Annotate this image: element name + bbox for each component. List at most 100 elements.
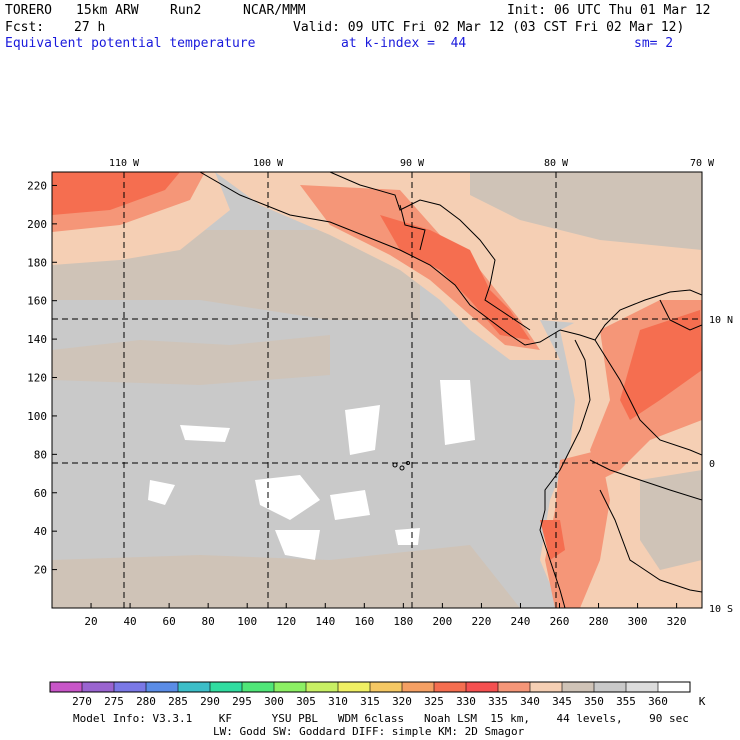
longitude-label: 90 W — [400, 158, 425, 169]
y-tick-label: 60 — [34, 487, 47, 500]
galapagos-island — [399, 465, 405, 471]
colorbar-swatch — [306, 682, 339, 692]
y-tick-label: 140 — [27, 333, 47, 346]
coastlines — [199, 172, 702, 608]
y-tick-label: 160 — [27, 295, 47, 308]
field-tan-band-south — [52, 545, 520, 608]
x-tick-label: 120 — [276, 615, 296, 628]
field-tan-band-mid — [52, 335, 330, 385]
colorbar-swatch — [274, 682, 307, 692]
colorbar-swatch — [466, 682, 499, 692]
colorbar-swatch — [178, 682, 211, 692]
colorbar-level-label: 285 — [168, 695, 188, 708]
colorbar-swatch — [402, 682, 435, 692]
model-info-line: Model Info: V3.3.1 KF YSU PBL WDM 6class… — [73, 712, 689, 725]
colorbar-swatch — [562, 682, 595, 692]
y-tick-label: 200 — [27, 218, 47, 231]
x-tick-label: 320 — [667, 615, 687, 628]
x-tick-label: 300 — [628, 615, 648, 628]
colorbar — [49, 681, 691, 693]
field-tan-caribbean — [470, 172, 702, 250]
colorbar-level-label: 320 — [392, 695, 412, 708]
colorbar-level-label: 280 — [136, 695, 156, 708]
y-tick-label: 120 — [27, 372, 47, 385]
colorbar-swatch — [530, 682, 563, 692]
colorbar-level-label: 325 — [424, 695, 444, 708]
colorbar-level-label: 355 — [616, 695, 636, 708]
lake-maracaibo — [659, 299, 702, 331]
field-red-sa — [620, 310, 702, 420]
field-red-ca — [380, 215, 530, 340]
colorbar-swatch — [50, 682, 83, 692]
colorbar-swatch — [146, 682, 179, 692]
x-tick-label: 140 — [315, 615, 335, 628]
ecuador-peru-border — [589, 459, 702, 501]
latitude-label: 10 N — [709, 315, 733, 326]
model-run: Run2 — [170, 3, 202, 18]
guatemala-border — [399, 204, 426, 251]
field-white-patches — [148, 380, 475, 560]
field-red-nw — [52, 172, 180, 215]
x-tick-label: 80 — [202, 615, 215, 628]
south-america-pacific-coast — [539, 339, 591, 608]
model-name: TORERO — [5, 3, 52, 18]
x-tick-label: 160 — [354, 615, 374, 628]
colorbar-level-label: 350 — [584, 695, 604, 708]
colorbar-level-label: 340 — [520, 695, 540, 708]
colombia-north-coast — [559, 289, 702, 341]
theta-e-field — [52, 172, 702, 608]
level-info: at k-index = 44 — [341, 36, 467, 51]
latitude-labels: 10 N 0 10 S — [709, 315, 733, 615]
colorbar-swatch — [82, 682, 115, 692]
x-axis-ticks: 20 40 60 80 100 120 140 160 180 200 220 240 260 280 30… — [84, 603, 687, 628]
colorbar-swatch — [498, 682, 531, 692]
physics-info-line: LW: Godd SW: Goddard DIFF: simple KM: 2D… — [213, 725, 525, 738]
longitude-labels: 110 W 100 W 90 W 80 W 70 W — [109, 158, 715, 169]
y-tick-label: 80 — [34, 448, 47, 461]
colorbar-swatch — [370, 682, 403, 692]
colorbar-swatch — [338, 682, 371, 692]
colorbar-swatch — [114, 682, 147, 692]
smoothing-info: sm= 2 — [634, 36, 674, 51]
longitude-label: 70 W — [690, 158, 715, 169]
field-tan-band-north — [52, 180, 420, 320]
field-red-peru — [540, 520, 565, 560]
longitude-label: 100 W — [253, 158, 284, 169]
central-america-pacific-coast — [199, 172, 561, 346]
colorbar-level-label: 310 — [328, 695, 348, 708]
x-tick-label: 40 — [123, 615, 136, 628]
colorbar-swatch — [658, 682, 691, 692]
central-america-caribbean-coast — [329, 172, 531, 331]
y-tick-label: 100 — [27, 410, 47, 423]
x-tick-label: 60 — [162, 615, 175, 628]
plot-frame — [51, 171, 703, 609]
x-tick-label: 260 — [550, 615, 570, 628]
y-axis-ticks: 20 40 60 80 100 120 140 160 180 200 220 — [27, 179, 57, 577]
colorbar-swatch — [242, 682, 275, 692]
colorbar-level-label: 315 — [360, 695, 380, 708]
latitude-label: 10 S — [709, 604, 733, 615]
forecast-label: Fcst: — [5, 20, 45, 35]
colorbar-labels: 270 275 280 285 290 295 300 305 310 315 320 325 330 3… — [72, 695, 706, 708]
field-salmon-andes — [545, 450, 610, 608]
x-tick-label: 220 — [471, 615, 491, 628]
latitude-label: 0 — [709, 459, 715, 470]
y-tick-label: 180 — [27, 256, 47, 269]
colorbar-level-label: 330 — [456, 695, 476, 708]
colorbar-swatch — [210, 682, 243, 692]
colorbar-level-label: 290 — [200, 695, 220, 708]
model-org: NCAR/MMM — [243, 3, 306, 18]
x-tick-label: 100 — [237, 615, 257, 628]
colorbar-level-label: 300 — [264, 695, 284, 708]
colorbar-level-label: 360 — [648, 695, 668, 708]
forecast-hours: 27 h — [74, 20, 106, 35]
field-name: Equivalent potential temperature — [5, 36, 256, 51]
x-tick-label: 180 — [393, 615, 413, 628]
longitude-label: 80 W — [544, 158, 569, 169]
colorbar-level-label: 345 — [552, 695, 572, 708]
x-tick-label: 280 — [589, 615, 609, 628]
x-tick-label: 240 — [511, 615, 531, 628]
x-tick-label: 200 — [432, 615, 452, 628]
colorbar-swatch — [626, 682, 659, 692]
